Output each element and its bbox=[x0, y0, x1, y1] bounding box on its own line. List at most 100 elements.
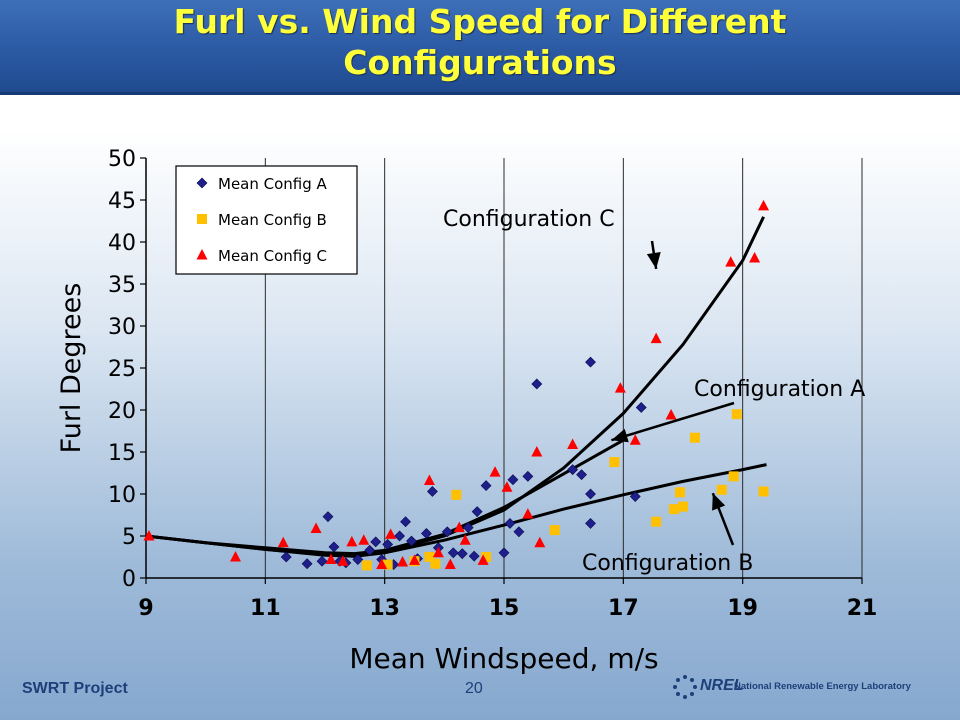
data-point-square bbox=[549, 525, 560, 536]
data-point-diamond bbox=[426, 486, 438, 497]
y-axis-title: Furl Degrees bbox=[56, 283, 87, 454]
legend-entry: Mean Config C bbox=[218, 247, 327, 265]
legend-entry: Mean Config B bbox=[218, 211, 327, 229]
data-point-square bbox=[675, 487, 686, 498]
data-point-diamond bbox=[507, 474, 519, 486]
data-point-square bbox=[716, 484, 727, 495]
x-tick-label: 19 bbox=[727, 596, 758, 621]
data-point-square bbox=[430, 558, 441, 569]
data-point-diamond bbox=[280, 551, 292, 563]
data-point-triangle bbox=[337, 555, 349, 566]
data-point-triangle bbox=[397, 556, 409, 567]
data-point-diamond bbox=[406, 535, 417, 547]
y-tick-label: 40 bbox=[108, 231, 136, 256]
data-point-diamond bbox=[322, 511, 334, 523]
data-point-triangle bbox=[665, 409, 677, 420]
data-point-diamond bbox=[471, 506, 483, 518]
data-point-diamond bbox=[328, 541, 340, 553]
data-point-square bbox=[481, 552, 492, 562]
data-point-diamond bbox=[456, 548, 468, 560]
data-point-diamond bbox=[585, 356, 596, 368]
header-bar bbox=[0, 0, 960, 95]
legend-entry: Mean Config A bbox=[218, 175, 328, 193]
data-point-diamond bbox=[447, 547, 459, 559]
annotation-label: Configuration A bbox=[694, 377, 865, 402]
data-point-diamond bbox=[522, 470, 534, 482]
y-tick-label: 45 bbox=[108, 189, 136, 214]
nrel-logo-icon bbox=[673, 675, 697, 699]
data-point-triangle bbox=[749, 251, 761, 263]
x-tick-label: 9 bbox=[138, 596, 153, 621]
annotation-label: Configuration C bbox=[443, 207, 615, 232]
y-tick-label: 25 bbox=[108, 357, 136, 382]
nrel-logo: NREL National Renewable Energy Laborator… bbox=[672, 674, 912, 700]
data-point-square bbox=[689, 432, 700, 443]
data-point-diamond bbox=[370, 536, 382, 548]
x-tick-label: 17 bbox=[608, 596, 639, 621]
data-point-triangle bbox=[143, 530, 155, 541]
data-point-diamond bbox=[421, 528, 432, 539]
annotation-arrow-head bbox=[712, 493, 726, 511]
legend: Mean Config A Mean Config B Mean Config C bbox=[175, 165, 358, 275]
data-point-triangle bbox=[650, 332, 662, 344]
data-point-triangle bbox=[758, 199, 770, 211]
data-point-triangle bbox=[567, 438, 579, 449]
data-point-diamond bbox=[462, 522, 474, 534]
data-point-diamond bbox=[504, 517, 516, 529]
page-number: 20 bbox=[465, 680, 483, 697]
legend-marker-square bbox=[197, 214, 207, 224]
data-point-triangle bbox=[325, 553, 337, 565]
data-point-diamond bbox=[576, 469, 587, 481]
y-tick-label: 10 bbox=[108, 483, 136, 508]
data-point-triangle bbox=[277, 536, 289, 548]
data-point-diamond bbox=[585, 517, 596, 529]
y-tick-label: 30 bbox=[108, 315, 136, 340]
y-tick-label: 50 bbox=[108, 147, 136, 172]
data-point-square bbox=[361, 560, 372, 571]
data-point-diamond bbox=[531, 378, 543, 390]
y-tick-label: 35 bbox=[108, 273, 136, 298]
data-point-square bbox=[728, 471, 739, 482]
data-point-triangle bbox=[358, 534, 370, 545]
data-point-triangle bbox=[477, 554, 489, 565]
data-point-triangle bbox=[310, 522, 322, 533]
data-point-triangle bbox=[409, 554, 420, 565]
data-point-diamond bbox=[513, 526, 525, 538]
data-point-triangle bbox=[453, 521, 465, 533]
annotation-arrow-head bbox=[611, 428, 629, 443]
trendline-configuration-c bbox=[145, 216, 765, 558]
nrel-logo-subtext: National Renewable Energy Laboratory bbox=[734, 681, 911, 692]
data-point-square bbox=[382, 559, 393, 570]
y-tick-label: 0 bbox=[122, 567, 136, 592]
data-point-diamond bbox=[394, 530, 406, 542]
y-tick-label: 5 bbox=[122, 525, 136, 550]
data-point-diamond bbox=[400, 516, 411, 528]
data-point-triangle bbox=[522, 508, 534, 519]
data-point-square bbox=[678, 501, 688, 512]
data-point-triangle bbox=[444, 558, 456, 570]
data-point-square bbox=[731, 409, 742, 420]
data-point-triangle bbox=[725, 256, 737, 267]
data-point-diamond bbox=[567, 464, 579, 476]
footer-project-label: SWRT Project bbox=[22, 680, 128, 697]
data-point-diamond bbox=[498, 547, 510, 559]
data-point-square bbox=[651, 516, 662, 527]
data-point-triangle bbox=[489, 466, 501, 477]
y-tick-label: 15 bbox=[108, 441, 136, 466]
data-point-triangle bbox=[459, 534, 471, 545]
annotation-label: Configuration B bbox=[582, 551, 753, 576]
data-point-diamond bbox=[316, 555, 328, 567]
data-point-diamond bbox=[468, 550, 480, 562]
x-tick-label: 21 bbox=[847, 596, 878, 621]
slide-title-line-2: Configurations bbox=[343, 43, 617, 82]
y-tick-label: 20 bbox=[108, 399, 136, 424]
data-point-square bbox=[451, 489, 462, 500]
nrel-logo-wordmark: NREL bbox=[700, 677, 744, 694]
annotation-arrow-head bbox=[646, 252, 661, 269]
x-axis-title: Mean Windspeed, m/s bbox=[349, 642, 658, 675]
x-tick-label: 15 bbox=[489, 596, 520, 621]
data-point-square bbox=[424, 552, 435, 562]
x-tick-label: 13 bbox=[369, 596, 400, 621]
data-point-diamond bbox=[352, 554, 364, 565]
